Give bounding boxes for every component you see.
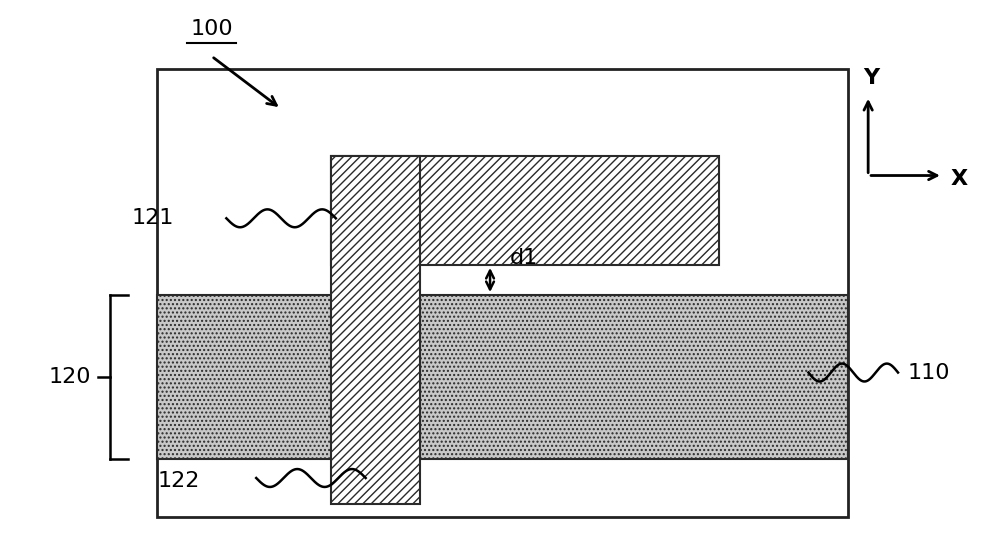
Text: 120: 120 [49,367,91,386]
Bar [331,155,420,504]
Text: 110: 110 [908,363,950,382]
Bar [157,295,351,459]
Bar [157,69,848,517]
Bar [331,155,719,265]
Text: 122: 122 [157,471,200,491]
Bar [420,295,848,459]
Text: Y: Y [863,68,879,88]
Text: d1: d1 [510,248,538,268]
Text: 100: 100 [190,19,233,39]
Text: 121: 121 [131,209,174,228]
Text: X: X [951,168,968,188]
